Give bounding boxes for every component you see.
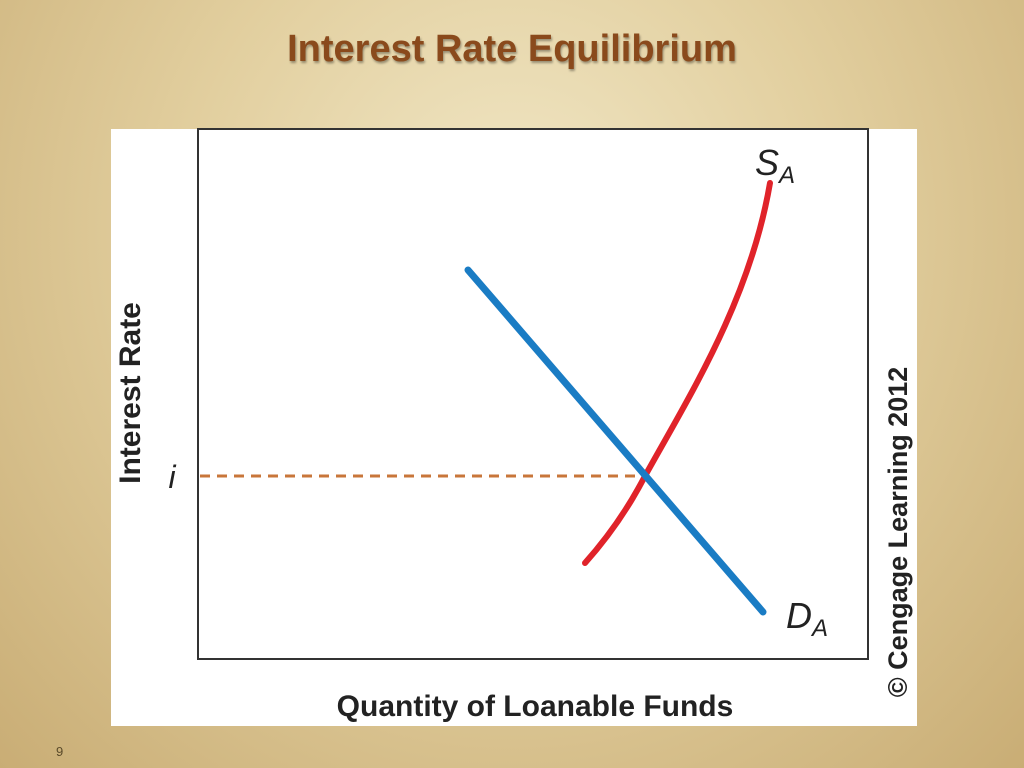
equilibrium-label: i — [168, 459, 176, 495]
figure-background — [111, 129, 917, 726]
supply-curve — [582, 180, 773, 566]
demand-letter: D — [786, 595, 812, 636]
demand-label: DA — [786, 595, 828, 642]
copyright: © Cengage Learning 2012 — [883, 367, 913, 698]
demand-subscript: A — [810, 615, 828, 642]
slide-number: 9 — [56, 744, 64, 759]
y-axis-label: Interest Rate — [114, 302, 147, 484]
slide-title: Interest Rate Equilibrium — [287, 28, 737, 70]
plot-frame — [197, 128, 869, 660]
supply-label: SA — [755, 142, 795, 189]
x-axis-label: Quantity of Loanable Funds — [337, 690, 734, 723]
demand-curve — [464, 266, 767, 616]
supply-subscript: A — [777, 162, 795, 189]
supply-letter: S — [755, 142, 779, 183]
